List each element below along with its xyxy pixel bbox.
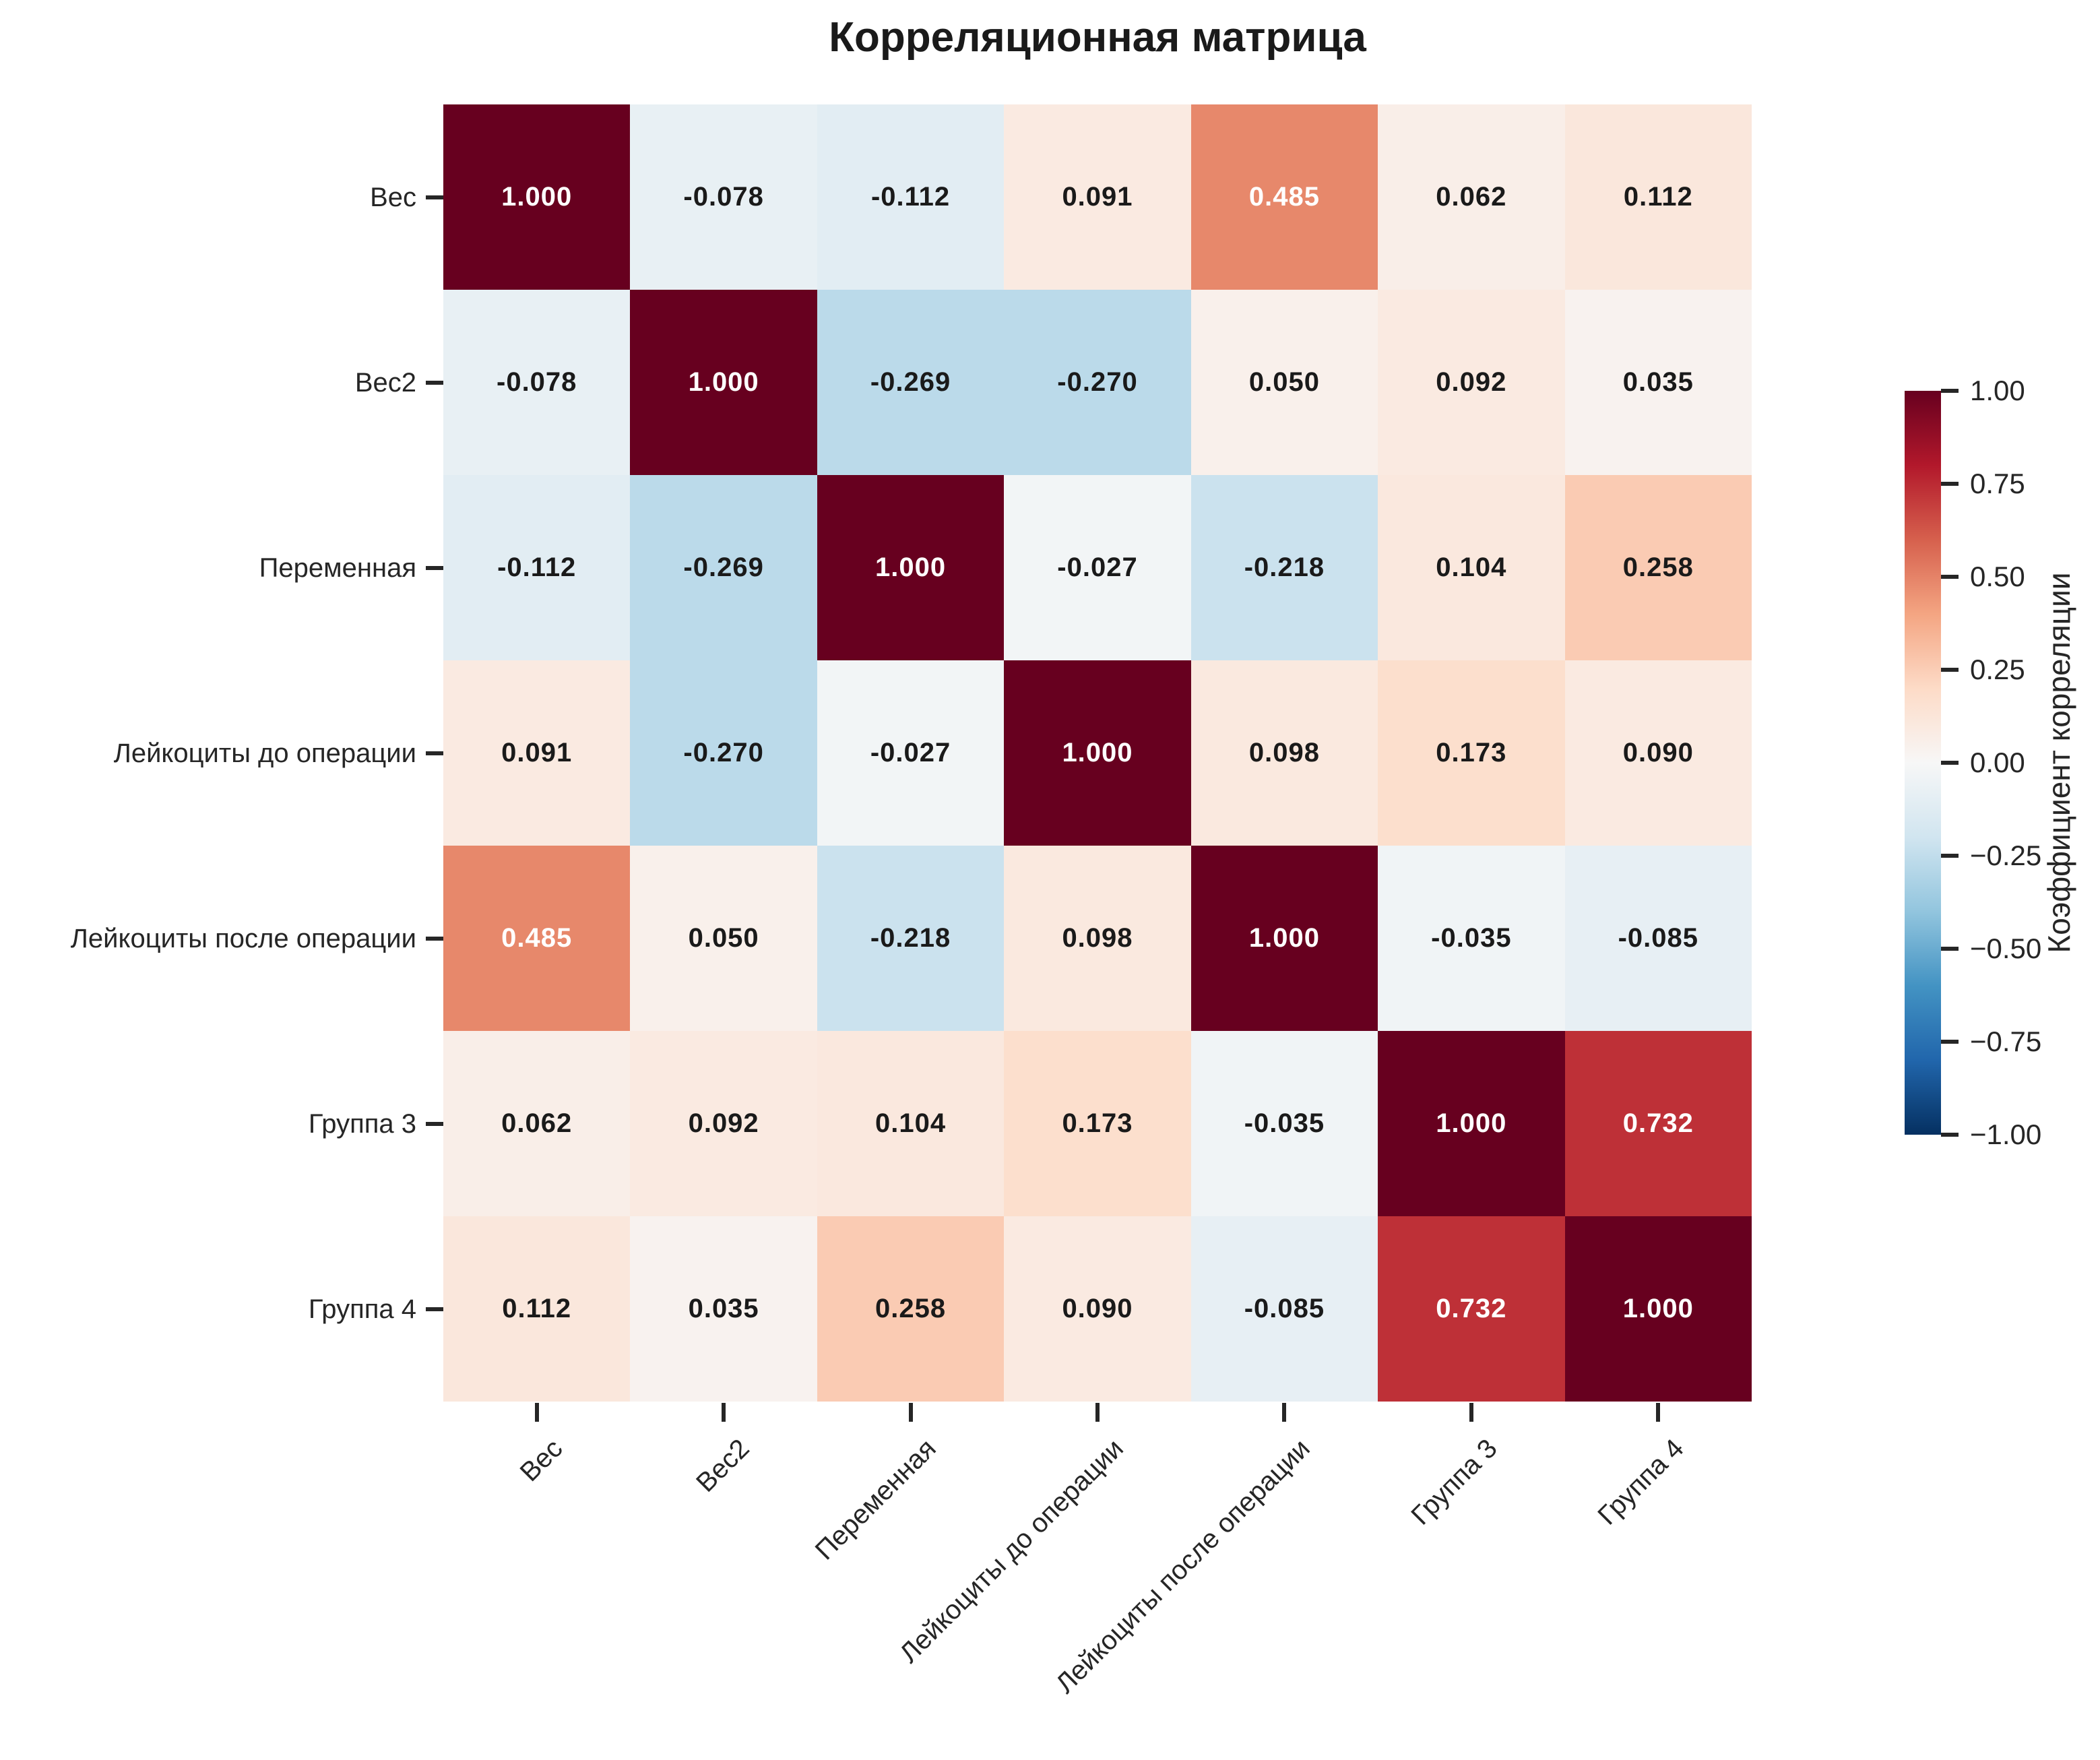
heatmap-cell: -0.270 — [1004, 290, 1191, 475]
heatmap-cell: 0.090 — [1564, 660, 1752, 846]
heatmap-cell: 1.000 — [443, 104, 631, 290]
heatmap-cell: -0.112 — [817, 104, 1005, 290]
x-tick — [1282, 1403, 1287, 1422]
heatmap-cell: 0.112 — [443, 1216, 631, 1402]
x-tick — [1469, 1403, 1473, 1422]
colorbar-tick-label: −0.25 — [1970, 840, 2042, 871]
heatmap-cell: -0.269 — [817, 290, 1005, 475]
x-tick — [534, 1403, 539, 1422]
heatmap-cell: 1.000 — [1004, 660, 1191, 846]
heatmap-grid: 1.000 -0.078 -0.112 0.091 0.485 0.062 0.112 -0.… — [443, 104, 1752, 1402]
y-tick — [426, 380, 443, 385]
heatmap-cell: -0.027 — [817, 660, 1005, 846]
heatmap-cell: 0.092 — [1378, 290, 1565, 475]
heatmap-cell: -0.269 — [630, 475, 817, 660]
heatmap-cell: -0.218 — [1190, 475, 1378, 660]
colorbar-gradient — [1905, 391, 1941, 1135]
colorbar-tick-label: −0.50 — [1970, 933, 2042, 964]
colorbar-tick — [1941, 389, 1959, 393]
colorbar-tick-label: 0.00 — [1970, 747, 2025, 778]
heatmap-cell: -0.270 — [630, 660, 817, 846]
heatmap-cell: 0.098 — [1190, 660, 1378, 846]
x-tick-label: Группа 4 — [1592, 1433, 1690, 1531]
y-tick-label: Лейкоциты до операции — [113, 738, 416, 768]
heatmap-cell: 0.091 — [443, 660, 631, 846]
heatmap-cell: -0.085 — [1564, 846, 1752, 1031]
heatmap-cell: 0.035 — [630, 1216, 817, 1402]
colorbar-tick — [1941, 854, 1959, 858]
heatmap-cell: 1.000 — [1378, 1031, 1565, 1216]
x-tick-label: Вес2 — [691, 1433, 755, 1498]
heatmap-cell: 0.050 — [630, 846, 817, 1031]
heatmap-cell: 0.485 — [1190, 104, 1378, 290]
y-tick-label: Вес — [370, 182, 416, 212]
heatmap-cell: 0.091 — [1004, 104, 1191, 290]
heatmap-cell: 0.062 — [1378, 104, 1565, 290]
x-tick — [1095, 1403, 1100, 1422]
heatmap-cell: 0.092 — [630, 1031, 817, 1216]
colorbar-tick — [1941, 947, 1959, 951]
y-tick — [426, 195, 443, 199]
heatmap-cell: 0.062 — [443, 1031, 631, 1216]
heatmap-cell: 0.173 — [1004, 1031, 1191, 1216]
heatmap-cell: -0.112 — [443, 475, 631, 660]
x-tick-label: Вес — [514, 1433, 569, 1488]
colorbar-tick-label: 0.75 — [1970, 468, 2025, 499]
colorbar-label: Коэффициент корреляции — [2041, 572, 2076, 953]
y-tick — [426, 1307, 443, 1311]
colorbar-tick — [1941, 575, 1959, 579]
colorbar-tick — [1941, 482, 1959, 486]
y-tick-label: Группа 3 — [308, 1108, 416, 1139]
y-tick — [426, 565, 443, 570]
x-tick — [908, 1403, 913, 1422]
y-tick — [426, 751, 443, 755]
heatmap-cell: 0.035 — [1564, 290, 1752, 475]
heatmap-cell: 0.090 — [1004, 1216, 1191, 1402]
heatmap-cell: -0.085 — [1190, 1216, 1378, 1402]
colorbar-tick — [1941, 1133, 1959, 1137]
heatmap-cell: 0.104 — [817, 1031, 1005, 1216]
x-tick-label: Группа 3 — [1405, 1433, 1503, 1531]
y-tick-label: Переменная — [259, 553, 416, 583]
heatmap-cell: -0.027 — [1004, 475, 1191, 660]
colorbar-tick — [1941, 668, 1959, 672]
heatmap-cell: 0.104 — [1378, 475, 1565, 660]
heatmap-cell: 0.258 — [817, 1216, 1005, 1402]
heatmap-cell: 0.732 — [1564, 1031, 1752, 1216]
colorbar-tick-label: 0.50 — [1970, 561, 2025, 592]
colorbar-tick-label: 1.00 — [1970, 375, 2025, 406]
colorbar-tick-label: −0.75 — [1970, 1026, 2042, 1057]
heatmap-cell: -0.078 — [630, 104, 817, 290]
heatmap-cell: -0.218 — [817, 846, 1005, 1031]
x-tick — [1656, 1403, 1661, 1422]
y-tick — [426, 1121, 443, 1126]
heatmap-cell: 0.258 — [1564, 475, 1752, 660]
x-tick — [722, 1403, 726, 1422]
heatmap-cell: 1.000 — [817, 475, 1005, 660]
y-tick-label: Лейкоциты после операции — [70, 923, 416, 953]
heatmap-cell: 1.000 — [630, 290, 817, 475]
heatmap-cell: -0.035 — [1378, 846, 1565, 1031]
colorbar-tick-label: −1.00 — [1970, 1119, 2042, 1150]
heatmap-cell: 0.098 — [1004, 846, 1191, 1031]
heatmap-cell: 0.173 — [1378, 660, 1565, 846]
heatmap-cell: -0.035 — [1190, 1031, 1378, 1216]
heatmap-cell: 0.485 — [443, 846, 631, 1031]
chart-title: Корреляционная матрица — [829, 14, 1366, 61]
x-tick-label: Переменная — [810, 1433, 943, 1566]
colorbar-tick — [1941, 761, 1959, 765]
y-tick — [426, 936, 443, 941]
heatmap-cell: 1.000 — [1564, 1216, 1752, 1402]
heatmap-cell: 0.050 — [1190, 290, 1378, 475]
colorbar-tick — [1941, 1040, 1959, 1044]
heatmap-cell: 1.000 — [1190, 846, 1378, 1031]
colorbar-tick-label: 0.25 — [1970, 654, 2025, 685]
y-tick-label: Группа 4 — [308, 1294, 416, 1324]
heatmap-cell: 0.732 — [1378, 1216, 1565, 1402]
heatmap-cell: 0.112 — [1564, 104, 1752, 290]
heatmap-cell: -0.078 — [443, 290, 631, 475]
y-tick-label: Вес2 — [354, 367, 416, 398]
